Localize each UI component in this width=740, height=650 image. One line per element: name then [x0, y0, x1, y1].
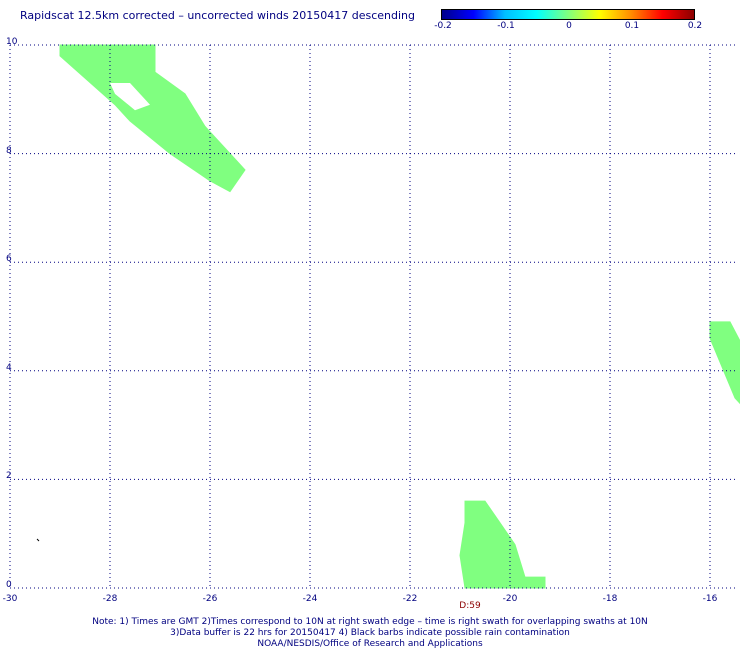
- x-tick-label: -20: [502, 594, 518, 604]
- swath-region-south: [459, 500, 546, 589]
- chart-title: Rapidscat 12.5km corrected – uncorrected…: [20, 9, 416, 22]
- note-line-3: NOAA/NESDIS/Office of Research and Appli…: [257, 639, 483, 649]
- colorbar-tick-label: 0.1: [624, 21, 640, 31]
- note-line-2: 3)Data buffer is 22 hrs for 20150417 4) …: [170, 628, 570, 638]
- x-tick-label: -28: [102, 594, 118, 604]
- x-tick-label: -16: [702, 594, 718, 604]
- y-tick-label: 10: [6, 37, 18, 47]
- swath-region-east: [709, 321, 740, 405]
- y-tick-label: 2: [6, 471, 12, 482]
- y-tick-label: 6: [6, 254, 12, 265]
- wind-barb-mark: [36, 538, 40, 542]
- swath-time-label: D:59: [459, 601, 481, 611]
- colorbar-tick-label: 0.2: [687, 21, 703, 31]
- x-tick-label: -30: [2, 594, 18, 604]
- colorbar-tick-label: -0.1: [497, 21, 515, 31]
- colorbar-tick-label: -0.2: [434, 21, 452, 31]
- y-tick-label: 0: [6, 580, 12, 590]
- x-tick-label: -24: [302, 594, 318, 604]
- y-tick-label: 8: [6, 145, 12, 156]
- swath-region-northwest: [59, 44, 246, 193]
- note-line-1: Note: 1) Times are GMT 2)Times correspon…: [92, 617, 648, 627]
- swath-gap: [110, 83, 150, 111]
- colorbar: [441, 9, 695, 20]
- y-tick-label: 4: [6, 362, 12, 373]
- colorbar-tick-label: 0: [566, 21, 572, 31]
- x-tick-label: -22: [402, 594, 418, 604]
- x-tick-label: -18: [602, 594, 618, 604]
- x-tick-label: -26: [202, 594, 218, 604]
